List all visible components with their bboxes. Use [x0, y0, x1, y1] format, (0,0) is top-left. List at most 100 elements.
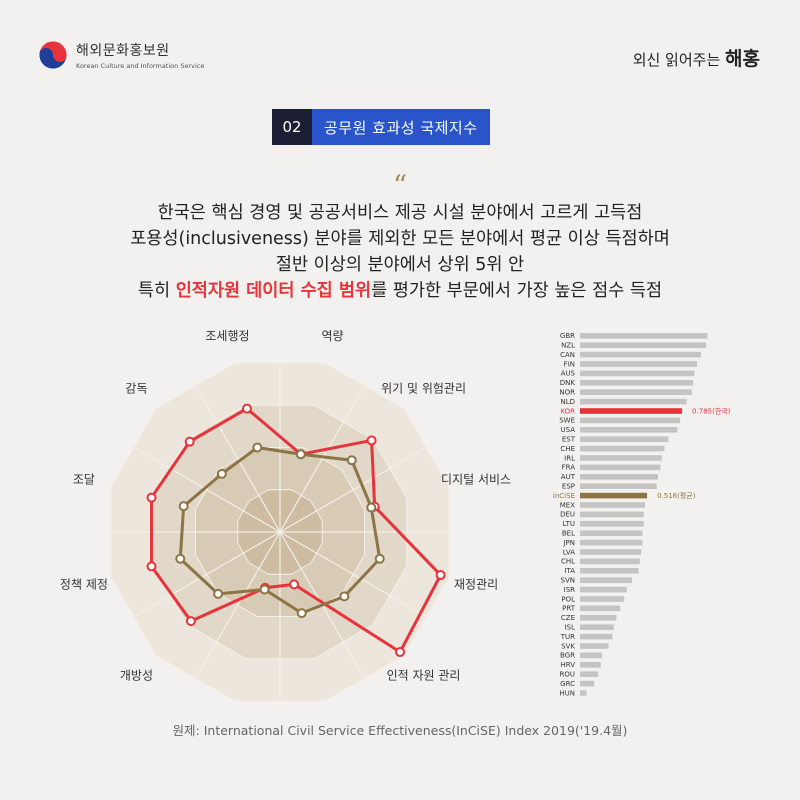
section-title: 공무원 효과성 국제지수	[312, 109, 490, 145]
section-number: 02	[272, 109, 312, 145]
bar	[580, 333, 708, 339]
bar	[580, 549, 642, 555]
bar	[580, 398, 687, 405]
bar	[580, 464, 661, 471]
quote-mark-icon: “	[392, 169, 408, 202]
bar	[580, 361, 697, 367]
bar-category-label: CZE	[561, 614, 575, 622]
bar-category-label: ROU	[560, 671, 576, 679]
bar-category-label: MEX	[560, 501, 575, 509]
bar	[580, 502, 645, 508]
radar-spoke	[279, 377, 370, 533]
radar-point-average	[339, 591, 350, 602]
radar-point-average	[295, 449, 306, 460]
quote-line-4-prefix: 특히	[137, 281, 176, 301]
bar	[580, 530, 643, 536]
radar-point-korea	[184, 436, 195, 447]
bar	[580, 615, 617, 621]
radar-point-average	[346, 455, 357, 466]
bar-category-label: FIN	[564, 360, 575, 368]
bar	[580, 474, 658, 480]
bar	[580, 417, 681, 424]
bar-category-label: IRL	[564, 454, 575, 462]
bar	[580, 455, 662, 461]
bar-category-label: CHE	[560, 445, 575, 453]
bar-category-label: PRT	[562, 605, 576, 613]
bar	[580, 483, 657, 489]
bar-category-label: CHL	[561, 558, 575, 566]
radar-axis-label: 재정관리	[454, 578, 498, 592]
radar-axis-label: 역량	[321, 329, 343, 343]
radar-point-korea	[366, 435, 377, 446]
radar-point-average	[178, 501, 189, 512]
org-subtitle: Korean Culture and Information Service	[76, 62, 205, 70]
bar-category-label: JPN	[562, 539, 575, 547]
radar-point-average	[259, 584, 270, 595]
bar-category-label: HUN	[559, 689, 575, 697]
bar-category-label: SVK	[561, 642, 575, 650]
bar-category-label: BEL	[562, 530, 575, 538]
radar-axis-label: 인적 자원 관리	[387, 669, 461, 683]
bar	[580, 690, 587, 696]
radar-spoke	[125, 442, 281, 533]
bar-category-label: GBR	[560, 332, 575, 340]
bar	[580, 605, 621, 612]
bar	[580, 511, 644, 518]
bar-category-label: KOR	[560, 407, 575, 415]
bar	[580, 577, 632, 583]
bar-category-label: ESP	[562, 483, 575, 491]
bar-category-label: DNK	[560, 379, 576, 387]
tagline-prefix: 외신 읽어주는	[632, 51, 726, 69]
quote-highlight: 인적자원 데이터 수집 범위	[175, 281, 372, 301]
radar-point-korea	[435, 570, 446, 581]
bar	[580, 436, 669, 442]
bar-category-label: ISL	[565, 624, 576, 632]
bar	[580, 568, 639, 574]
radar-point-korea	[185, 616, 196, 627]
bar-category-label: SWE	[559, 417, 575, 425]
quote-line-4-suffix: 를 평가한 부문에서 가장 높은 점수 득점	[371, 281, 663, 301]
tagline: 외신 읽어주는 해홍	[633, 44, 760, 71]
radar-point-average	[252, 442, 263, 453]
bar	[580, 643, 609, 649]
bar	[580, 539, 643, 546]
bar-category-label: NOR	[559, 389, 575, 397]
radar-point-korea	[146, 561, 157, 572]
bar-category-label: TUR	[560, 633, 575, 641]
bar	[580, 370, 695, 377]
radar-spoke	[190, 377, 281, 533]
bar	[580, 671, 599, 677]
bar-category-label: LTU	[563, 520, 575, 528]
radar-point-korea	[289, 579, 300, 590]
bar-category-label: FRA	[562, 464, 576, 472]
section-badge: 02 공무원 효과성 국제지수	[272, 109, 490, 145]
quote-line-4: 특히 인적자원 데이터 수집 범위를 평가한 부문에서 가장 높은 점수 득점	[0, 278, 800, 304]
bar-category-label: inCiSE	[553, 492, 575, 500]
bar	[580, 680, 595, 687]
radar-point-average	[216, 468, 227, 479]
radar-spoke	[279, 442, 435, 533]
bar-category-label: ISR	[564, 586, 576, 594]
bar-category-label: NZL	[561, 342, 575, 350]
bar-average	[580, 492, 648, 499]
radar-point-average	[296, 608, 307, 619]
bar-category-label: ITA	[564, 567, 575, 575]
radar-spoke	[190, 531, 281, 687]
radar-axis-label: 디지털 서비스	[441, 472, 511, 486]
radar-axis-label: 조달	[73, 472, 95, 486]
bar-annotation: 0.785(한국)	[692, 407, 731, 415]
bar-category-label: GRC	[560, 680, 575, 688]
taegeuk-logo-icon	[38, 40, 68, 70]
bar-category-label: AUT	[561, 473, 576, 481]
bar	[580, 652, 603, 659]
bar-category-label: NLD	[560, 398, 575, 406]
bar-chart-container: GBR NZL CAN FIN AUS DNK NOR NLD KOR 0.785(한국) SWE U…	[540, 330, 770, 710]
radar-point-korea	[395, 647, 406, 658]
bar	[580, 596, 625, 602]
quote-line-2: 포용성(inclusiveness) 분야를 제외한 모든 분야에서 평균 이상…	[130, 229, 670, 249]
bar	[580, 389, 692, 395]
radar-point-average	[175, 553, 186, 564]
bar-category-label: SVN	[561, 577, 575, 585]
